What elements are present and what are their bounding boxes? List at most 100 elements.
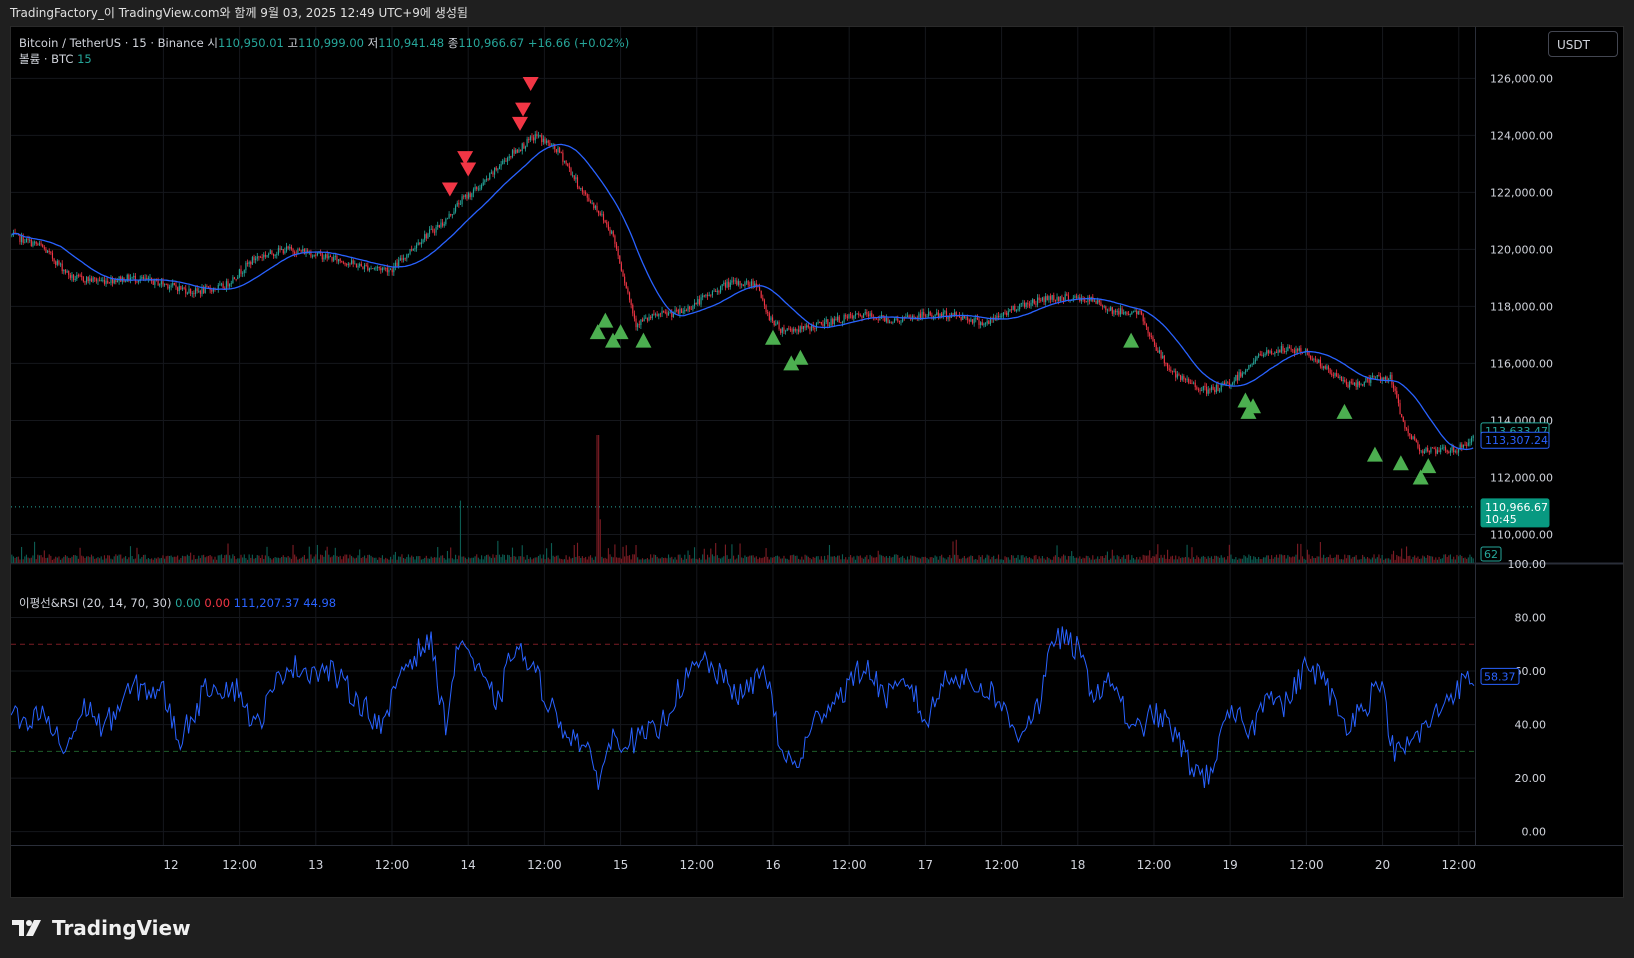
volume-bar: [1249, 555, 1252, 563]
buy-signal-marker: [635, 332, 652, 348]
volume-bar: [1466, 558, 1468, 563]
time-axis-tick: 12:00: [1441, 858, 1476, 872]
volume-bar: [409, 557, 411, 563]
volume-bar: [211, 556, 213, 563]
volume-bar: [591, 557, 593, 563]
candle-body: [108, 282, 110, 284]
time-axis-tick: 18: [1070, 858, 1085, 872]
candle-body: [203, 287, 205, 293]
chart-canvas[interactable]: 126,000.00124,000.00122,000.00120,000.00…: [11, 27, 1623, 897]
candle-body: [1334, 373, 1336, 376]
candle-body: [648, 316, 650, 321]
sell-signal-marker: [522, 77, 539, 92]
candle-body: [459, 204, 462, 205]
volume-bar: [311, 558, 314, 563]
candle-body: [889, 321, 891, 323]
volume-bar: [1095, 558, 1097, 563]
candle-body: [1245, 370, 1247, 373]
volume-bar: [1233, 559, 1235, 563]
volume-bar: [1002, 559, 1004, 563]
candle-body: [586, 194, 588, 198]
candle-body: [676, 309, 678, 311]
volume-bar: [1113, 555, 1115, 563]
volume-bar: [1384, 558, 1386, 563]
candle-body: [986, 321, 988, 324]
volume-bar: [513, 556, 515, 563]
candle-body: [1236, 374, 1239, 381]
volume-bar: [1376, 557, 1378, 563]
candle-body: [684, 310, 686, 312]
volume-bar: [620, 558, 622, 563]
candle-body: [500, 164, 502, 167]
volume-bar: [796, 555, 798, 563]
candle-body: [185, 288, 187, 294]
tradingview-logo[interactable]: TradingView: [12, 916, 191, 940]
candle-body: [825, 319, 827, 322]
volume-bar: [1287, 555, 1289, 563]
volume-bar: [256, 555, 258, 563]
volume-bar: [320, 554, 322, 563]
volume-bar: [37, 554, 39, 563]
candle-body: [1119, 308, 1122, 315]
candle-body: [474, 187, 476, 190]
candle-body: [760, 290, 762, 298]
candle-body: [302, 249, 304, 252]
volume-label[interactable]: 볼륨 · BTC: [19, 52, 74, 66]
time-axis-tick: 12:00: [832, 858, 867, 872]
candle-body: [141, 276, 143, 279]
volume-bar: [986, 554, 988, 563]
candle-body: [1288, 346, 1291, 349]
candle-body: [259, 257, 262, 258]
candle-body: [536, 134, 538, 137]
candle-body: [1433, 448, 1435, 450]
candle-body: [929, 311, 931, 315]
volume-bar: [1196, 555, 1198, 563]
volume-bar: [490, 558, 492, 563]
volume-bar: [1167, 549, 1169, 563]
candle-body: [424, 234, 426, 240]
candle-body: [1336, 373, 1338, 377]
volume-bar: [1028, 557, 1030, 563]
volume-bar: [773, 557, 775, 563]
price-axis-tick: 120,000.00: [1490, 243, 1553, 256]
candle-body: [643, 318, 645, 322]
volume-bar: [898, 557, 900, 563]
candle-body: [1061, 296, 1063, 298]
candle-body: [219, 284, 221, 286]
candle-body: [235, 278, 237, 280]
candle-body: [144, 278, 146, 279]
currency-button[interactable]: USDT: [1548, 31, 1618, 57]
volume-bar: [1145, 555, 1148, 563]
candle-body: [94, 277, 96, 279]
volume-bar: [1012, 555, 1014, 563]
volume-bar: [1126, 554, 1128, 563]
volume-bar: [1318, 556, 1320, 563]
candle-body: [1274, 352, 1276, 355]
candle-body: [168, 286, 171, 289]
volume-bar: [453, 559, 455, 563]
candle-body: [1025, 302, 1027, 307]
volume-bar: [820, 556, 822, 563]
candle-body: [1254, 359, 1256, 362]
volume-bar: [456, 559, 458, 563]
volume-bar: [521, 545, 523, 563]
volume-bar: [1061, 556, 1063, 563]
rsi-label[interactable]: 이평선&RSI (20, 14, 70, 30): [19, 596, 172, 610]
volume-bar: [346, 554, 348, 563]
candle-body: [1448, 452, 1450, 453]
chart-frame[interactable]: 126,000.00 124,000.00 122,000.00 120,000.00…: [10, 26, 1624, 898]
volume-bar: [778, 556, 780, 563]
volume-bar: [690, 558, 692, 563]
candle-body: [79, 275, 81, 277]
candle-body: [742, 284, 744, 286]
volume-bar: [941, 554, 943, 563]
volume-bar: [398, 556, 400, 563]
candle-body: [403, 258, 405, 260]
symbol-label[interactable]: Bitcoin / TetherUS · 15 · Binance: [19, 36, 204, 50]
volume-bar: [666, 558, 668, 563]
candle-body: [381, 268, 384, 271]
candle-body: [588, 197, 590, 202]
volume-bar: [646, 558, 648, 563]
ma-value-label-box: [1480, 431, 1550, 449]
volume-bar: [451, 558, 453, 563]
